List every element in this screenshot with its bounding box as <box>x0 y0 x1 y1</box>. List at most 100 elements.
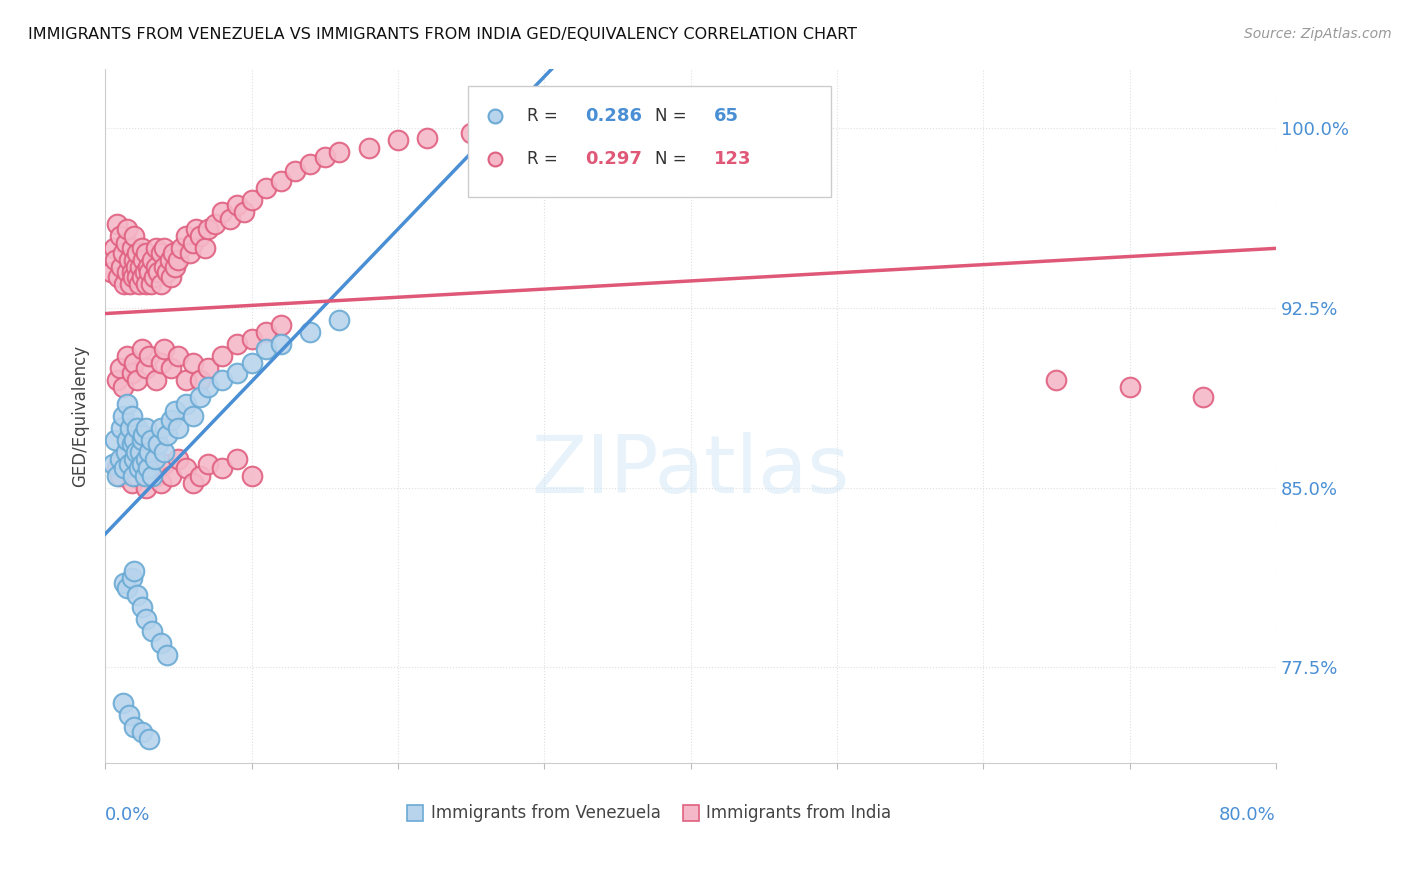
Text: IMMIGRANTS FROM VENEZUELA VS IMMIGRANTS FROM INDIA GED/EQUIVALENCY CORRELATION C: IMMIGRANTS FROM VENEZUELA VS IMMIGRANTS … <box>28 27 858 42</box>
Point <box>149 475 172 490</box>
Point <box>152 444 174 458</box>
Point <box>162 245 184 260</box>
Point <box>139 433 162 447</box>
Point <box>124 457 146 471</box>
Point <box>160 269 183 284</box>
Point <box>127 269 149 284</box>
Point <box>105 468 128 483</box>
Point <box>254 325 277 339</box>
Text: Source: ZipAtlas.com: Source: ZipAtlas.com <box>1244 27 1392 41</box>
Point <box>125 444 148 458</box>
Point <box>122 269 145 284</box>
Point <box>111 696 134 710</box>
Point <box>117 457 139 471</box>
Point <box>131 342 153 356</box>
Point <box>211 205 233 219</box>
Point <box>121 437 143 451</box>
Point <box>226 198 249 212</box>
Point <box>108 468 131 483</box>
Point <box>145 241 167 255</box>
Point <box>127 373 149 387</box>
Point <box>174 373 197 387</box>
Point <box>160 413 183 427</box>
Point <box>121 366 143 380</box>
Point <box>167 451 190 466</box>
Point <box>159 253 181 268</box>
Point <box>141 624 163 639</box>
Point <box>270 174 292 188</box>
Point <box>562 121 585 136</box>
Point <box>160 360 183 375</box>
Point <box>181 475 204 490</box>
Point <box>135 451 157 466</box>
Point <box>188 468 211 483</box>
Point <box>104 433 127 447</box>
Point <box>136 260 159 275</box>
Point <box>284 164 307 178</box>
Point <box>127 420 149 434</box>
Point <box>112 461 135 475</box>
Text: 0.0%: 0.0% <box>105 806 150 824</box>
Point <box>240 468 263 483</box>
Point <box>111 245 134 260</box>
Point <box>240 332 263 346</box>
Point <box>101 457 124 471</box>
Point <box>197 222 219 236</box>
Point <box>121 265 143 279</box>
Point <box>111 409 134 423</box>
Point <box>110 260 132 275</box>
Point <box>174 397 197 411</box>
Point <box>122 468 145 483</box>
Point <box>108 229 131 244</box>
Point <box>129 260 152 275</box>
Point <box>138 265 160 279</box>
Point <box>179 245 201 260</box>
Point <box>138 461 160 475</box>
Text: N =: N = <box>655 107 692 125</box>
Point <box>170 241 193 255</box>
Point <box>149 277 172 291</box>
Point <box>299 157 322 171</box>
Point <box>152 241 174 255</box>
Point <box>416 131 439 145</box>
Point <box>174 461 197 475</box>
Point <box>197 360 219 375</box>
Point <box>100 265 122 279</box>
Point <box>128 277 150 291</box>
Point <box>135 360 157 375</box>
Point <box>328 313 350 327</box>
Point <box>174 229 197 244</box>
Point <box>299 325 322 339</box>
Point <box>117 253 139 268</box>
Point <box>135 420 157 434</box>
Point <box>141 468 163 483</box>
Point <box>115 461 138 475</box>
Point <box>156 427 179 442</box>
Point <box>141 253 163 268</box>
Point <box>226 366 249 380</box>
Point <box>165 260 187 275</box>
Point <box>105 217 128 231</box>
Point <box>124 433 146 447</box>
Point <box>131 269 153 284</box>
Point <box>124 451 146 466</box>
Point <box>131 724 153 739</box>
Point <box>111 451 134 466</box>
Point <box>121 475 143 490</box>
Point <box>233 205 256 219</box>
Point <box>115 433 138 447</box>
Point <box>121 409 143 423</box>
Point <box>108 360 131 375</box>
Point <box>115 265 138 279</box>
Point <box>136 461 159 475</box>
Point <box>120 277 142 291</box>
Point <box>135 245 157 260</box>
Point <box>460 126 482 140</box>
Point <box>145 468 167 483</box>
Point <box>135 481 157 495</box>
Point <box>110 420 132 434</box>
Point <box>357 140 380 154</box>
Point <box>129 444 152 458</box>
Point <box>114 444 136 458</box>
Point <box>143 451 166 466</box>
